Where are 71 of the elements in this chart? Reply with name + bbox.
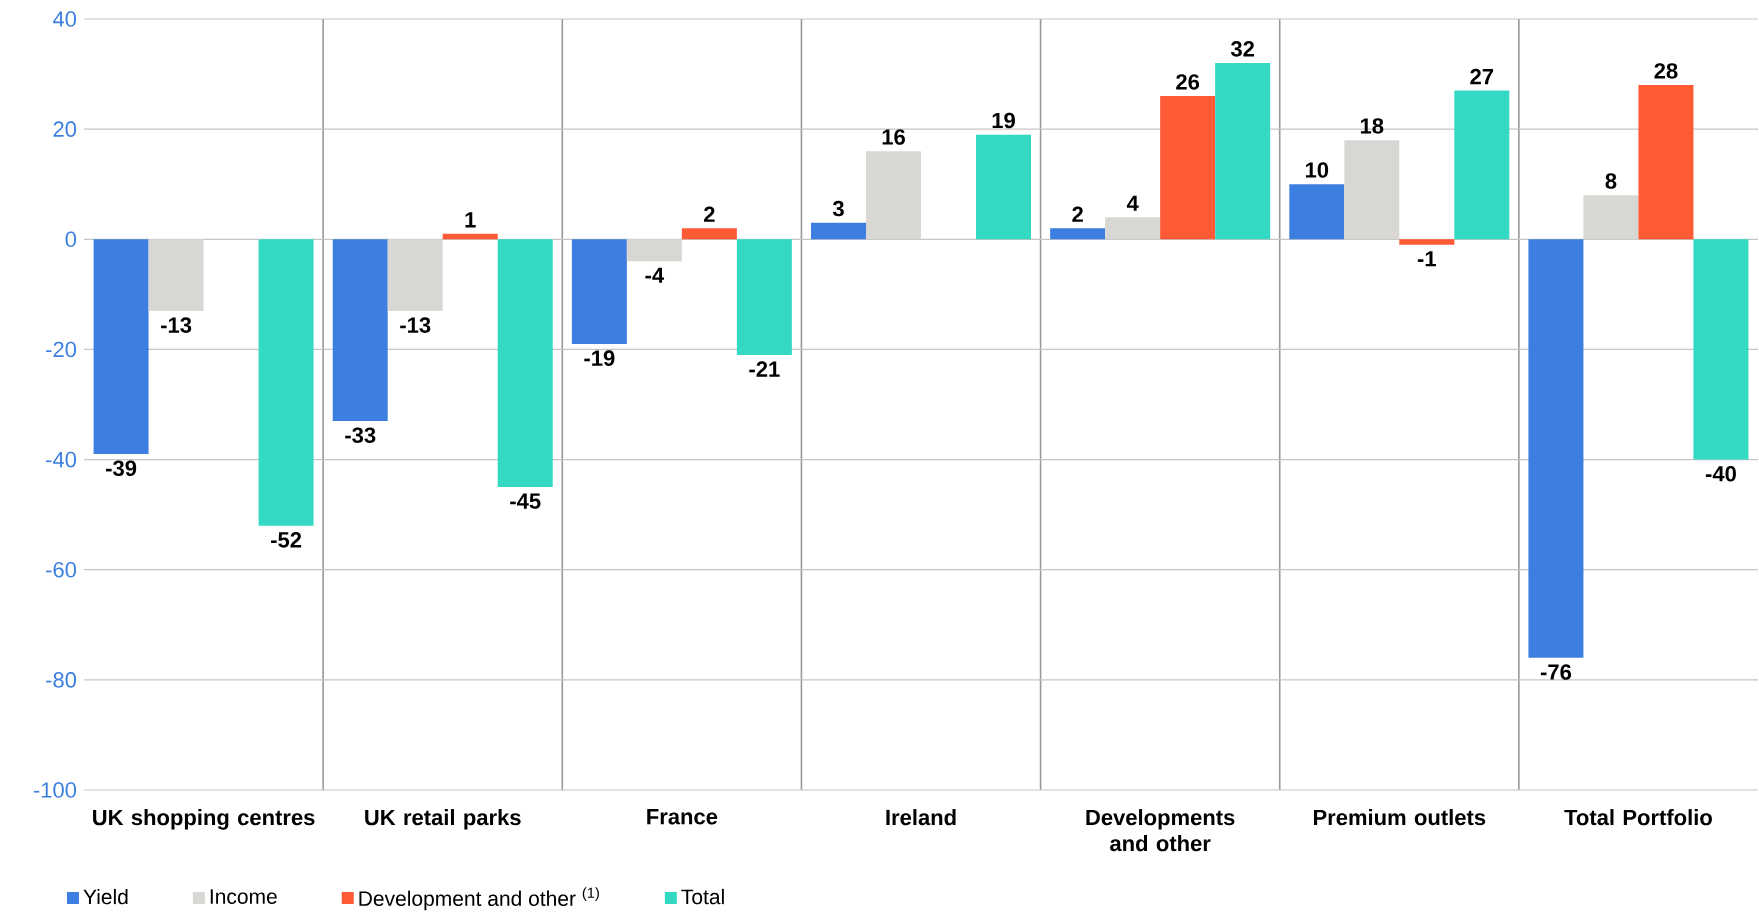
legend-label: Income [210, 889, 277, 904]
x-tick-label: UK shopping centres [93, 809, 315, 830]
y-tick-label: -40 [46, 451, 77, 468]
bar [571, 239, 627, 344]
data-label: 28 [1654, 63, 1678, 79]
data-label: -1 [1417, 251, 1436, 267]
x-tick-label: France [647, 809, 718, 825]
bar [1344, 140, 1400, 240]
bar [1638, 85, 1694, 240]
bar [866, 151, 922, 240]
data-label: -52 [271, 532, 302, 548]
bar [1050, 228, 1106, 240]
data-label: -4 [645, 267, 665, 283]
data-label: 1 [465, 212, 476, 228]
bar [497, 239, 553, 488]
bar [1215, 63, 1271, 240]
bar [1693, 239, 1749, 460]
data-label: -76 [1540, 664, 1572, 680]
bar [1160, 96, 1216, 240]
legend-label: Yield [83, 888, 128, 905]
bar [258, 239, 314, 526]
y-tick-label: 20 [53, 121, 77, 137]
x-tick-label: Developments and other [1086, 809, 1235, 852]
bar [93, 239, 149, 455]
bar [1454, 90, 1510, 240]
data-label: 2 [704, 206, 715, 222]
data-label: 19 [992, 112, 1015, 129]
bar [1289, 184, 1345, 240]
data-label: -45 [510, 493, 541, 509]
data-label: 26 [1176, 74, 1200, 90]
data-label: -13 [400, 317, 431, 333]
data-label: 3 [832, 200, 844, 217]
y-tick-label: -20 [46, 341, 77, 358]
bar [976, 134, 1032, 240]
x-tick-label: UK retail parks [365, 809, 521, 830]
bar [626, 239, 682, 262]
data-label: -39 [106, 460, 137, 477]
bar [148, 239, 204, 311]
data-label: -19 [584, 350, 615, 366]
data-label: -40 [1705, 465, 1736, 482]
x-tick-label: Premium outlets [1313, 809, 1486, 826]
bar [1399, 239, 1455, 245]
bar [442, 233, 498, 240]
data-label: 18 [1360, 118, 1384, 134]
data-label: 8 [1605, 173, 1617, 189]
data-label: 32 [1230, 41, 1255, 57]
legend-label: Development and other $^{(1)}$ [359, 887, 599, 911]
y-tick-label: 0 [65, 231, 77, 248]
data-label: -33 [345, 427, 376, 444]
y-tick-label: -60 [46, 561, 77, 578]
y-tick-label: 40 [52, 11, 77, 27]
data-label: 27 [1470, 68, 1494, 85]
x-tick-label: Ireland [886, 809, 956, 826]
bar [811, 222, 867, 240]
bar [1583, 195, 1639, 240]
data-label: 10 [1305, 162, 1329, 178]
data-label: 16 [882, 129, 905, 145]
y-tick-label: -100 [33, 782, 77, 798]
x-tick-label: Total Portfolio [1564, 809, 1712, 826]
data-label: -21 [749, 361, 780, 377]
bar [332, 239, 388, 422]
bar [387, 239, 443, 311]
data-label: 4 [1126, 195, 1139, 211]
bar [1105, 217, 1161, 240]
data-label: -13 [161, 317, 192, 333]
bar [681, 228, 737, 240]
data-label: 2 [1072, 206, 1083, 222]
bar [736, 239, 792, 355]
y-tick-label: -80 [46, 672, 77, 688]
legend-label: Total [681, 888, 724, 905]
bar [1528, 239, 1584, 658]
